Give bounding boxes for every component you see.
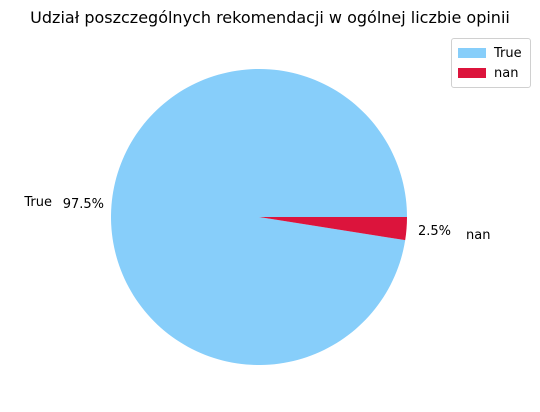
chart-title: Udział poszczególnych rekomendacji w ogó… <box>30 8 510 27</box>
legend: True nan <box>451 38 531 88</box>
legend-item-nan: nan <box>458 63 524 83</box>
pie-slice-nan <box>259 217 407 241</box>
legend-swatch-true <box>458 48 486 58</box>
slice-label-true: True <box>23 195 52 210</box>
slice-label-nan: nan <box>466 228 490 243</box>
slice-pct-true: 97.5% <box>63 197 104 212</box>
pie-slice-true <box>110 69 407 366</box>
legend-item-true: True <box>458 43 524 63</box>
legend-label-true: True <box>494 45 522 61</box>
legend-swatch-nan <box>458 68 486 78</box>
legend-label-nan: nan <box>494 65 519 81</box>
slice-pct-nan: 2.5% <box>418 224 451 239</box>
